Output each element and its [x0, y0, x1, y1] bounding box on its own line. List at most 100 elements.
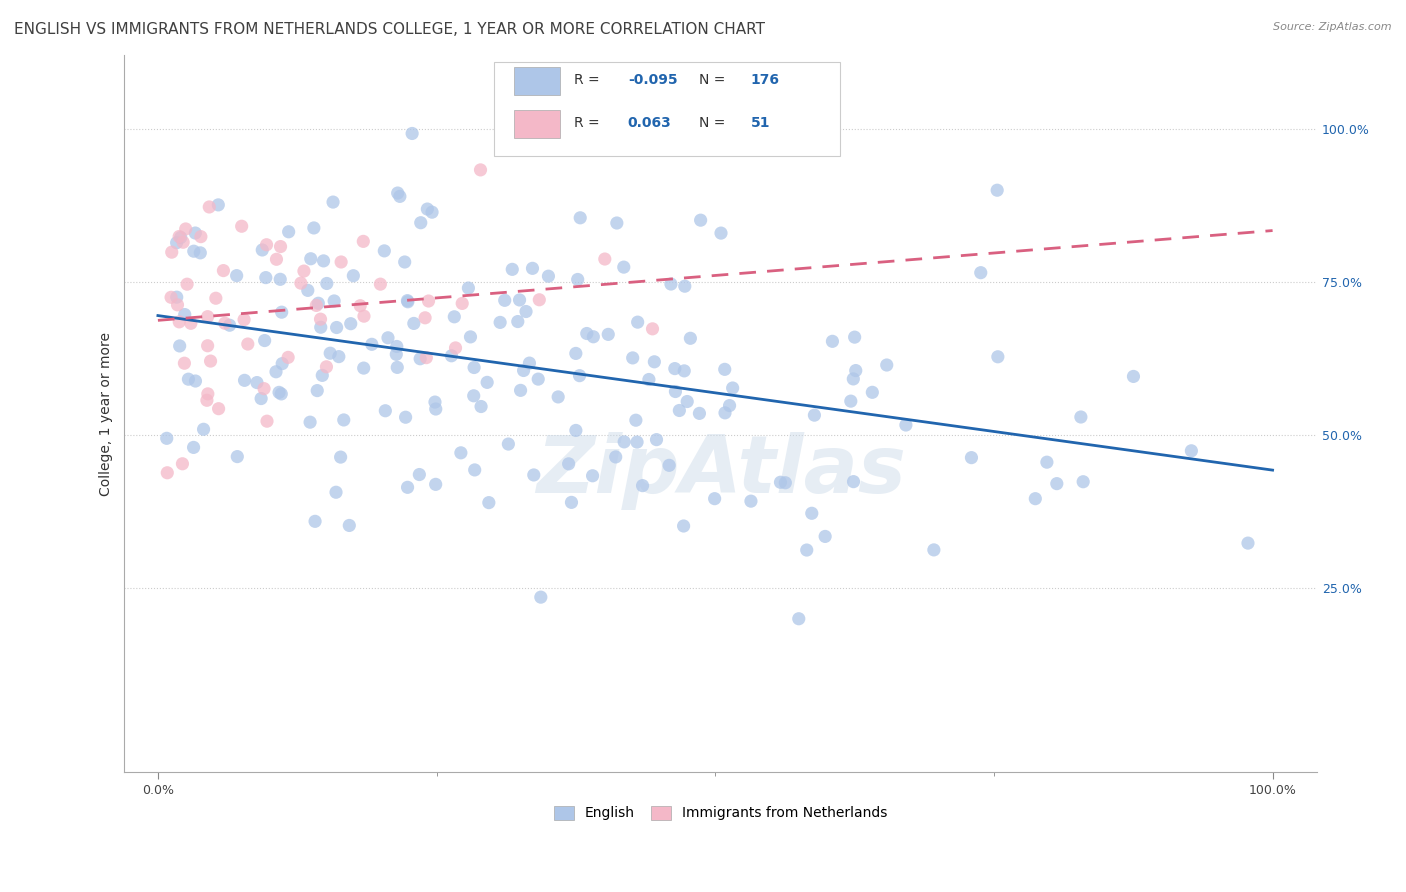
Point	[207, 198, 229, 212]
Point	[775, 475, 797, 490]
Point	[377, 331, 399, 345]
Point	[569, 211, 592, 225]
Point	[1122, 369, 1144, 384]
Point	[470, 162, 492, 177]
Point	[457, 281, 479, 295]
Point	[166, 298, 188, 312]
FancyBboxPatch shape	[515, 67, 560, 95]
Text: R =: R =	[574, 116, 605, 130]
Point	[796, 543, 818, 558]
Point	[522, 261, 544, 276]
Point	[413, 310, 436, 325]
Point	[607, 141, 630, 155]
Text: ZipAtlas: ZipAtlas	[536, 432, 905, 510]
Point	[688, 406, 710, 420]
Point	[385, 347, 408, 361]
Point	[167, 315, 190, 329]
Point	[567, 272, 589, 286]
Point	[322, 195, 344, 210]
Point	[470, 400, 492, 414]
Point	[269, 272, 291, 286]
Point	[659, 277, 682, 291]
Point	[547, 390, 569, 404]
Point	[443, 310, 465, 324]
Point	[190, 229, 212, 244]
Point	[460, 330, 482, 344]
Point	[565, 424, 588, 438]
Point	[814, 529, 837, 543]
Point	[451, 296, 474, 310]
Point	[315, 359, 337, 374]
Point	[418, 293, 440, 308]
Point	[253, 382, 276, 396]
Point	[515, 304, 537, 318]
Point	[329, 450, 352, 464]
Point	[198, 200, 221, 214]
Point	[166, 235, 188, 250]
Point	[613, 260, 636, 274]
Point	[256, 414, 278, 428]
Point	[236, 337, 259, 351]
Point	[370, 277, 392, 292]
Point	[266, 252, 288, 267]
Point	[195, 393, 218, 408]
Point	[842, 372, 865, 386]
Point	[960, 450, 983, 465]
Point	[325, 320, 347, 334]
Point	[703, 491, 725, 506]
Point	[416, 202, 439, 216]
Point	[173, 356, 195, 370]
Point	[270, 305, 292, 319]
Point	[673, 364, 696, 378]
Point	[156, 431, 179, 445]
Point	[184, 374, 207, 388]
Point	[860, 385, 883, 400]
Point	[246, 376, 269, 390]
Point	[205, 291, 228, 305]
Point	[252, 243, 274, 257]
Point	[575, 326, 598, 341]
Point	[160, 290, 183, 304]
Point	[408, 467, 430, 482]
Point	[270, 239, 292, 253]
Point	[803, 408, 825, 422]
Point	[494, 293, 516, 308]
Point	[305, 298, 328, 312]
Point	[839, 394, 862, 409]
Point	[658, 458, 681, 473]
Point	[464, 463, 486, 477]
Point	[323, 293, 346, 308]
Point	[315, 277, 337, 291]
Point	[233, 373, 256, 387]
Point	[250, 392, 273, 406]
Point	[876, 358, 898, 372]
Point	[537, 269, 560, 284]
Point	[396, 480, 419, 494]
Point	[373, 244, 395, 258]
Point	[256, 237, 278, 252]
Point	[311, 368, 333, 383]
Text: -0.095: -0.095	[628, 73, 678, 87]
Point	[475, 376, 498, 390]
Point	[200, 354, 222, 368]
Point	[225, 268, 247, 283]
Point	[673, 279, 696, 293]
Point	[360, 337, 382, 351]
Point	[638, 372, 661, 386]
Point	[401, 127, 423, 141]
Point	[621, 351, 644, 365]
Point	[352, 235, 374, 249]
Point	[304, 514, 326, 528]
Point	[290, 276, 312, 290]
Point	[423, 395, 446, 409]
Point	[353, 309, 375, 323]
Point	[613, 434, 636, 449]
Point	[581, 468, 603, 483]
Point	[180, 316, 202, 330]
Point	[821, 334, 844, 349]
Point	[668, 403, 690, 417]
Point	[641, 322, 664, 336]
Point	[842, 475, 865, 489]
Point	[450, 446, 472, 460]
Point	[218, 318, 240, 333]
